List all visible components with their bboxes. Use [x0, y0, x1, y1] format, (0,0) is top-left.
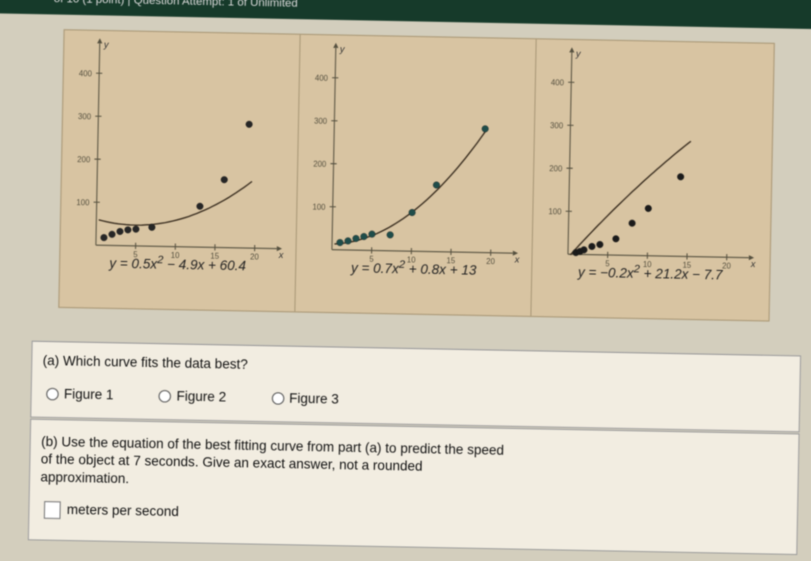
svg-text:100: 100	[312, 202, 326, 211]
svg-text:y: y	[575, 49, 582, 59]
svg-text:400: 400	[551, 78, 565, 87]
svg-text:y: y	[339, 44, 346, 54]
svg-text:100: 100	[76, 198, 90, 207]
svg-text:100: 100	[548, 207, 562, 216]
svg-text:300: 300	[550, 121, 564, 130]
svg-text:300: 300	[78, 112, 92, 121]
svg-text:200: 200	[313, 159, 327, 168]
svg-text:200: 200	[77, 155, 91, 164]
svg-text:400: 400	[315, 74, 329, 83]
svg-text:y: y	[103, 40, 110, 50]
svg-text:400: 400	[79, 69, 93, 78]
svg-text:300: 300	[314, 116, 328, 125]
svg-text:200: 200	[549, 164, 563, 173]
